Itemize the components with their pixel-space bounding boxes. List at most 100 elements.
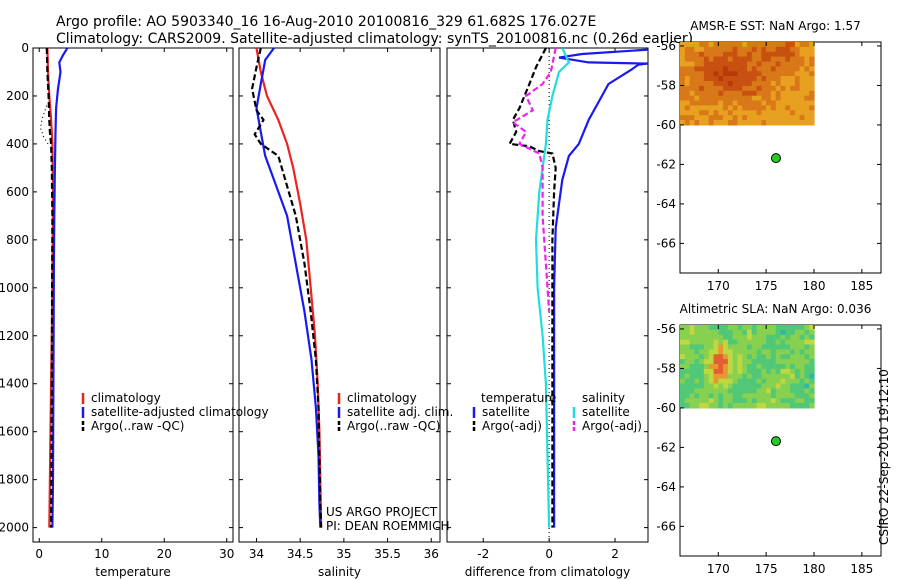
altimetric_sla-cell — [794, 388, 801, 394]
altimetric_sla-cell — [785, 368, 791, 375]
amsr_sst-cell — [751, 95, 758, 102]
amsr_sst-cell — [718, 110, 724, 116]
altimetric_sla-cell — [804, 359, 810, 365]
altimetric_sla-cell — [737, 393, 743, 399]
altimetric_sla-cell — [727, 373, 734, 380]
amsr_sst-cell — [737, 115, 743, 121]
amsr_sst-cell — [761, 66, 767, 72]
altimetric_sla-cell — [737, 349, 743, 355]
amsr_sst-cell — [727, 90, 734, 97]
altimetric_sla-cell — [684, 368, 691, 375]
altimetric_sla-cell — [780, 354, 786, 360]
salinity-plot-area — [238, 47, 441, 543]
temperature-ytick-label: 1200 — [0, 329, 29, 343]
amsr_sst-cell — [703, 90, 710, 97]
amsr_sst-cell — [742, 66, 748, 72]
amsr_sst-cell — [713, 120, 719, 126]
altimetric_sla-cell — [684, 393, 691, 399]
amsr_sst-cell — [794, 56, 801, 63]
amsr_sst-cell — [804, 110, 810, 116]
altimetric_sla-cell — [732, 354, 738, 360]
amsr_sst-cell — [742, 56, 748, 63]
amsr_sst-cell — [732, 85, 738, 92]
salinity-series-2 — [250, 48, 323, 528]
difference-series-2 — [507, 48, 557, 528]
altimetric_sla-cell — [794, 339, 801, 346]
amsr_sst-ytick-label: -60 — [656, 118, 676, 132]
amsr_sst-cell — [794, 81, 801, 87]
difference-temperature-legend-label: Argo(-adj) — [482, 419, 542, 433]
altimetric_sla-cell — [694, 339, 700, 346]
amsr_sst-cell — [713, 100, 719, 106]
amsr_sst-cell — [766, 100, 772, 106]
altimetric_sla-cell — [684, 359, 691, 365]
amsr_sst-cell — [780, 46, 786, 53]
amsr_sst-cell — [680, 95, 686, 102]
altimetric_sla-cell — [794, 334, 801, 341]
amsr_sst-cell — [794, 120, 801, 126]
amsr_sst-cell — [723, 51, 729, 58]
amsr_sst-cell — [804, 120, 810, 126]
amsr_sst-cell — [804, 115, 810, 121]
amsr_sst-cell — [790, 66, 796, 72]
amsr_sst-cell — [804, 76, 810, 82]
altimetric_sla-cell — [732, 388, 738, 394]
amsr_sst-cell — [689, 46, 695, 53]
altimetric_sla-cell — [703, 393, 710, 399]
amsr_sst-cell — [794, 51, 801, 58]
temperature-panel: 0 10 20 30 0 200 400 600 800 1000 1200 1400 1600 1800… — [0, 41, 234, 579]
amsr_sst-cell — [684, 81, 691, 87]
altimetric_sla-cell — [747, 373, 753, 380]
amsr_sst-cell — [790, 56, 796, 63]
altimetric_sla-cell — [785, 393, 791, 399]
amsr_sst-cell — [680, 81, 686, 87]
amsr_sst-cell — [727, 105, 734, 111]
altimetric_sla-cell — [770, 325, 777, 331]
temperature-ytick-label: 2000 — [0, 521, 29, 535]
amsr_sst-cell — [794, 42, 801, 48]
amsr_sst-cell — [732, 115, 738, 121]
altimetric_sla-cell — [742, 364, 748, 370]
altimetric_sla-cell — [785, 383, 791, 389]
amsr_sst-cell — [794, 100, 801, 106]
amsr_sst-cell — [703, 66, 710, 72]
altimetric_sla-cell — [699, 378, 705, 385]
amsr_sst-cell — [780, 66, 786, 72]
altimetric_sla-cell — [723, 334, 729, 341]
altimetric_sla-cell — [694, 354, 700, 360]
amsr_sst-cell — [708, 120, 715, 126]
altimetric_sla-cell — [751, 364, 758, 370]
altimetric_sla-cell — [761, 393, 767, 399]
amsr_sst-cell — [713, 76, 719, 82]
altimetric_sla-cell — [766, 349, 772, 355]
amsr_sst-cell — [799, 71, 805, 77]
amsr_sst-cell — [727, 76, 734, 82]
altimetric_sla-cell — [794, 403, 801, 409]
altimetric_sla-cell — [732, 373, 738, 380]
amsr_sst-cell — [790, 81, 796, 87]
amsr_sst-cell — [713, 90, 719, 97]
altimetric_sla-cell — [809, 339, 815, 346]
amsr_sst-cell — [684, 46, 691, 53]
altimetric_sla-cell — [703, 403, 710, 409]
altimetric_sla-cell — [680, 359, 686, 365]
amsr_sst-cell — [723, 105, 729, 111]
altimetric_sla-cell — [751, 325, 758, 331]
altimetric_sla-cell — [747, 329, 753, 336]
altimetric_sla-cell — [799, 368, 805, 375]
altimetric_sla-cell — [751, 334, 758, 341]
amsr_sst-cell — [723, 115, 729, 121]
temperature-legend-label: climatology — [91, 391, 161, 405]
altimetric_sla-cell — [775, 354, 782, 360]
amsr_sst-cell — [708, 56, 715, 63]
altimetric_sla-cell — [732, 364, 738, 370]
difference-panel: -2 0 2 difference from climatology — [446, 47, 649, 579]
altimetric_sla-cell — [713, 364, 719, 370]
altimetric_sla-cell — [684, 325, 691, 331]
altimetric_sla-cell — [732, 368, 738, 375]
altimetric_sla-cell — [775, 334, 782, 341]
amsr_sst-cell — [694, 61, 700, 67]
altimetric_sla-cell — [770, 393, 777, 399]
altimetric_sla-cell — [718, 403, 724, 409]
altimetric_sla-cell — [699, 373, 705, 380]
